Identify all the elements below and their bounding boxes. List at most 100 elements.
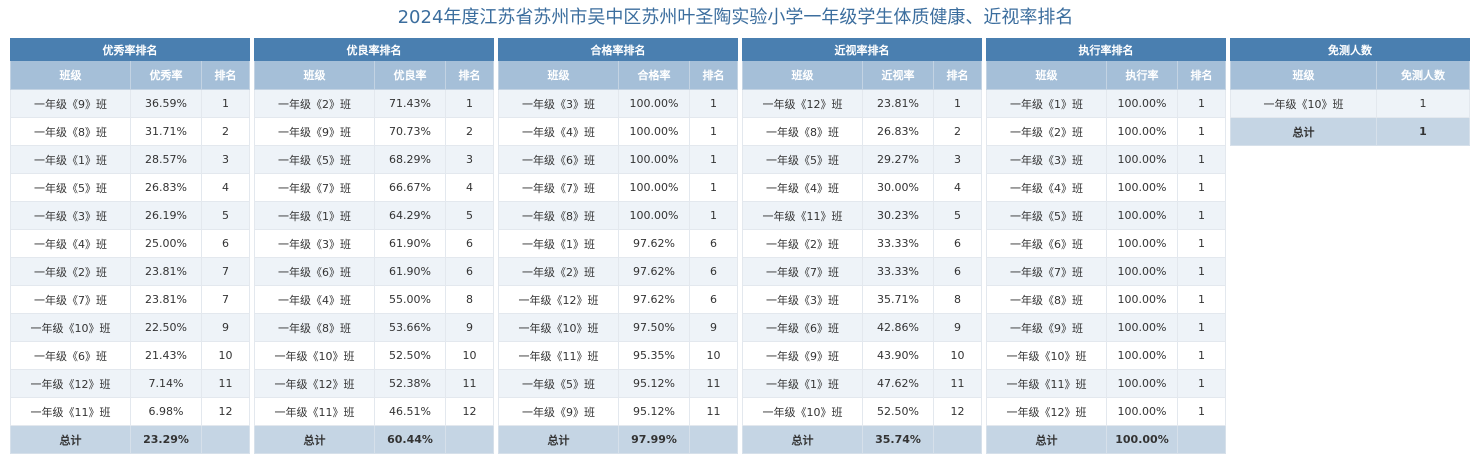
table-cell: 95.12% (618, 397, 690, 426)
table-row: 一年级《11》班 100.00% 1 (986, 369, 1227, 398)
table-cell: 一年级《9》班 (10, 89, 131, 118)
table-cell: 6 (444, 229, 495, 258)
table-cell: 42.86% (862, 313, 934, 342)
table-cell: 一年级《8》班 (498, 201, 619, 230)
table-row: 一年级《10》班 22.50% 9 (10, 313, 251, 342)
table-title: 近视率排名 (741, 38, 983, 61)
table-cell: 一年级《1》班 (498, 229, 619, 258)
table-row: 一年级《10》班 52.50% 12 (742, 397, 983, 426)
table-cell: 10 (932, 341, 983, 370)
table-cell: 一年级《3》班 (498, 89, 619, 118)
column-header: 排名 (932, 60, 983, 90)
total-cell (444, 425, 495, 454)
table-cell: 1 (932, 89, 983, 118)
table-row: 一年级《7》班 33.33% 6 (742, 257, 983, 286)
table-cell: 一年级《10》班 (742, 397, 863, 426)
table-cell: 6 (932, 229, 983, 258)
table-row: 一年级《8》班 26.83% 2 (742, 117, 983, 146)
table-cell: 100.00% (1106, 257, 1178, 286)
table-cell: 6 (688, 285, 739, 314)
table-row: 一年级《5》班 68.29% 3 (254, 145, 495, 174)
table-cell: 10 (200, 341, 251, 370)
table-cell: 一年级《11》班 (742, 201, 863, 230)
table-cell: 一年级《4》班 (742, 173, 863, 202)
table-cell: 100.00% (618, 145, 690, 174)
table-cell: 6 (932, 257, 983, 286)
table-cell: 97.50% (618, 313, 690, 342)
table-cell: 一年级《4》班 (10, 229, 131, 258)
table-cell: 一年级《4》班 (254, 285, 375, 314)
table-cell: 一年级《11》班 (986, 369, 1107, 398)
myopia-rate-table: 近视率排名 班级 近视率 排名 一年级《12》班 23.81% 1 一年级《8》班 26.83%… (741, 38, 983, 454)
table-cell: 29.27% (862, 145, 934, 174)
total-cell: 总计 (1230, 117, 1377, 146)
table-cell: 一年级《10》班 (254, 341, 375, 370)
table-row: 一年级《12》班 23.81% 1 (742, 89, 983, 118)
table-cell: 52.50% (374, 341, 446, 370)
table-cell: 一年级《5》班 (254, 145, 375, 174)
table-cell: 一年级《11》班 (254, 397, 375, 426)
table-row: 一年级《3》班 26.19% 5 (10, 201, 251, 230)
table-cell: 一年级《12》班 (742, 89, 863, 118)
column-header: 班级 (10, 60, 131, 90)
table-row: 一年级《1》班 97.62% 6 (498, 229, 739, 258)
table-row: 一年级《7》班 100.00% 1 (498, 173, 739, 202)
table-cell: 9 (200, 313, 251, 342)
table-cell: 52.38% (374, 369, 446, 398)
total-cell: 总计 (498, 425, 619, 454)
total-cell: 97.99% (618, 425, 690, 454)
table-cell: 100.00% (1106, 313, 1178, 342)
table-cell: 一年级《7》班 (254, 173, 375, 202)
table-cell: 21.43% (130, 341, 202, 370)
table-cell: 一年级《7》班 (742, 257, 863, 286)
table-cell: 2 (200, 117, 251, 146)
table-cell: 一年级《1》班 (10, 145, 131, 174)
table-cell: 100.00% (1106, 89, 1178, 118)
table-cell: 30.00% (862, 173, 934, 202)
table-row: 一年级《4》班 100.00% 1 (986, 173, 1227, 202)
table-title: 免测人数 (1230, 38, 1470, 61)
total-cell: 1 (1376, 117, 1470, 146)
table-cell: 53.66% (374, 313, 446, 342)
table-row: 一年级《4》班 30.00% 4 (742, 173, 983, 202)
table-row: 一年级《6》班 100.00% 1 (986, 229, 1227, 258)
table-cell: 11 (200, 369, 251, 398)
table-row: 一年级《2》班 100.00% 1 (986, 117, 1227, 146)
exempt-count-table: 免测人数 班级 免测人数 一年级《10》班 1 总计 1 (1230, 38, 1470, 146)
table-cell: 一年级《8》班 (986, 285, 1107, 314)
table-cell: 26.83% (130, 173, 202, 202)
table-cell: 36.59% (130, 89, 202, 118)
table-cell: 31.71% (130, 117, 202, 146)
table-cell: 2 (932, 117, 983, 146)
column-header: 班级 (254, 60, 375, 90)
table-cell: 一年级《10》班 (498, 313, 619, 342)
table-cell: 95.12% (618, 369, 690, 398)
total-row: 总计 1 (1230, 117, 1470, 146)
table-cell: 7.14% (130, 369, 202, 398)
table-row: 一年级《3》班 100.00% 1 (986, 145, 1227, 174)
table-cell: 68.29% (374, 145, 446, 174)
table-cell: 28.57% (130, 145, 202, 174)
table-cell: 一年级《1》班 (986, 89, 1107, 118)
table-cell: 1 (1176, 89, 1227, 118)
table-row: 一年级《4》班 100.00% 1 (498, 117, 739, 146)
table-row: 一年级《9》班 100.00% 1 (986, 313, 1227, 342)
table-row: 一年级《12》班 7.14% 11 (10, 369, 251, 398)
table-cell: 1 (688, 145, 739, 174)
table-cell: 一年级《2》班 (254, 89, 375, 118)
table-row: 一年级《4》班 25.00% 6 (10, 229, 251, 258)
column-header: 班级 (1230, 60, 1377, 90)
table-row: 一年级《5》班 29.27% 3 (742, 145, 983, 174)
table-cell: 23.81% (862, 89, 934, 118)
table-cell: 一年级《12》班 (986, 397, 1107, 426)
table-cell: 一年级《9》班 (986, 313, 1107, 342)
table-cell: 95.35% (618, 341, 690, 370)
table-cell: 12 (200, 397, 251, 426)
total-cell: 35.74% (862, 425, 934, 454)
table-row: 一年级《7》班 23.81% 7 (10, 285, 251, 314)
table-cell: 一年级《6》班 (10, 341, 131, 370)
column-header: 近视率 (862, 60, 934, 90)
table-cell: 5 (932, 201, 983, 230)
table-row: 一年级《3》班 61.90% 6 (254, 229, 495, 258)
table-row: 一年级《6》班 61.90% 6 (254, 257, 495, 286)
